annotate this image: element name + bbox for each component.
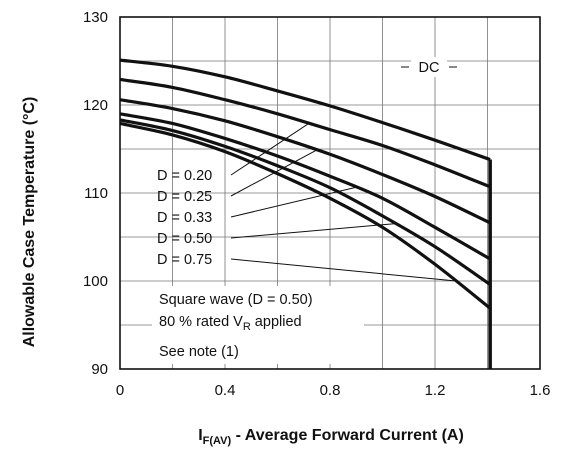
y-tick-label: 90 [91, 361, 108, 378]
x-tick-label: 0 [116, 382, 124, 399]
curve-dc [119, 58, 491, 162]
duty-label: D = 0.50 [157, 231, 212, 247]
duty-label-leader [230, 149, 318, 197]
note-line-2: 80 % rated VR applied [159, 314, 302, 333]
curves [119, 58, 492, 369]
x-axis-label-main: I [198, 427, 202, 444]
x-axis-label-sub: F(AV) [203, 435, 232, 447]
y-tick-label: 100 [83, 273, 108, 290]
curve-d-0-20 [119, 77, 491, 189]
curve-d-0-50 [119, 118, 492, 286]
duty-label-leader [230, 223, 396, 239]
duty-label: D = 0.20 [157, 168, 212, 184]
x-tick-label: 0.4 [215, 382, 236, 399]
note-line-2-main: 80 % rated V [159, 314, 243, 330]
curve-d-0-25 [119, 98, 491, 225]
x-tick-label: 1.6 [530, 382, 551, 399]
note-line-1: Square wave (D = 0.50) [159, 292, 313, 308]
duty-label: D = 0.33 [157, 210, 212, 226]
y-tick-label: 130 [83, 9, 108, 26]
duty-label: D = 0.75 [157, 252, 212, 268]
tick-labels: 0 0.4 0.8 1.2 1.6 90 100 110 120 130 [83, 9, 550, 399]
duty-label: D = 0.25 [157, 189, 212, 205]
curve-d-0-75 [119, 121, 492, 310]
y-tick-label: 110 [84, 185, 108, 202]
note-line-2-rest: applied [251, 314, 302, 330]
x-tick-label: 0.8 [320, 382, 341, 399]
annotations: DC D = 0.20 D = 0.25 D = 0.33 D = 0.50 D = 0.… [152, 57, 457, 364]
x-tick-label: 1.2 [425, 382, 446, 399]
x-axis-label-rest: - Average Forward Current (A) [231, 427, 464, 444]
duty-label-leader [230, 122, 310, 176]
note-line-3: See note (1) [159, 344, 239, 360]
x-axis-label: IF(AV) - Average Forward Current (A) [198, 427, 464, 447]
note-line-2-sub: R [243, 321, 251, 333]
duty-label-leader [230, 186, 357, 218]
dc-label-background [411, 57, 447, 77]
plot-frame [119, 16, 541, 370]
duty-label-leader [230, 258, 457, 282]
y-tick-label: 120 [83, 97, 108, 114]
dc-label: DC [419, 60, 440, 76]
note-background [152, 286, 364, 364]
curve-d-0-33 [119, 112, 491, 261]
y-axis-label: Allowable Case Temperature (°C) [21, 97, 38, 348]
